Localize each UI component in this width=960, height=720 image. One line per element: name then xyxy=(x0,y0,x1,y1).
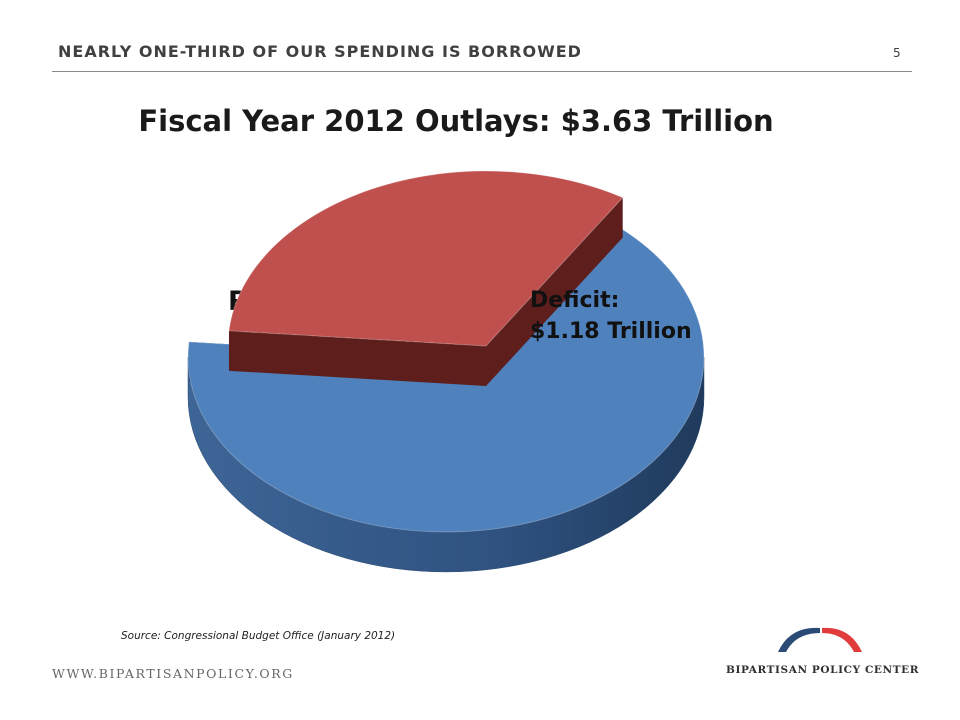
chart-title: Fiscal Year 2012 Outlays: $3.63 Trillion xyxy=(138,104,774,138)
footer-url[interactable]: WWW.BIPARTISANPOLICY.ORG xyxy=(52,666,294,681)
pie-slice-deficit: Deficit: $1.18 Trillion xyxy=(228,170,692,386)
bipartisan-arch-icon xyxy=(778,627,862,652)
slice-label-deficit-line2: $1.18 Trillion xyxy=(530,319,692,344)
slice-label-deficit-line1: Deficit: xyxy=(530,288,619,313)
pie-slice-top-deficit xyxy=(228,170,624,347)
footer-org-name: BIPARTISAN POLICY CENTER xyxy=(726,664,920,676)
pie-slice-cut-deficit-1 xyxy=(486,197,623,386)
logo-left-arch xyxy=(778,627,820,652)
pie-slice-cut-deficit-0 xyxy=(228,330,487,386)
slide-header-title: NEARLY ONE-THIRD OF OUR SPENDING IS BORR… xyxy=(58,42,582,61)
logo-right-arch xyxy=(822,627,862,652)
slide-number: 5 xyxy=(893,46,901,60)
source-note: Source: Congressional Budget Office (Jan… xyxy=(121,630,396,642)
header-divider xyxy=(52,71,912,72)
